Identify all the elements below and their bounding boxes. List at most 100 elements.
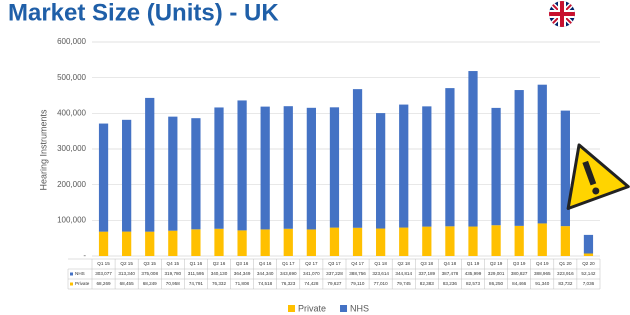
- y-tick-label: 400,000: [57, 108, 86, 117]
- bar-segment: [98, 123, 109, 232]
- y-tick-label: -: [83, 251, 86, 260]
- table-cell: 68,249: [143, 281, 157, 286]
- bar-segment: [237, 100, 247, 231]
- table-cell: 79,110: [351, 281, 365, 286]
- table-cell: 380,827: [511, 271, 528, 276]
- bar-segment: [583, 253, 594, 256]
- bar-segment: [514, 90, 524, 226]
- x-tick-label: Q4 18: [444, 261, 457, 266]
- x-tick-label: Q4 16: [259, 261, 272, 266]
- table-cell: 435,999: [465, 271, 482, 276]
- bar-segment: [329, 227, 340, 256]
- bar-segment: [306, 107, 316, 230]
- bar-segment: [376, 113, 386, 229]
- x-tick-label: Q4 19: [536, 261, 549, 266]
- table-cell: 74,518: [258, 281, 272, 286]
- table-cell: 74,791: [189, 281, 203, 286]
- x-tick-label: Q1 18: [374, 261, 387, 266]
- table-cell: 387,478: [442, 271, 459, 276]
- x-tick-label: Q2 17: [305, 261, 318, 266]
- table-cell: 319,780: [165, 271, 182, 276]
- bar-segment: [537, 223, 547, 256]
- table-cell: 76,332: [212, 281, 226, 286]
- legend-label: NHS: [350, 303, 369, 313]
- bar-segment: [191, 229, 201, 256]
- bar-segment: [422, 226, 432, 256]
- table-cell: 323,916: [557, 271, 574, 276]
- table-cell: 71,808: [235, 281, 249, 286]
- bar-segment: [260, 229, 270, 256]
- bar-segment: [191, 118, 201, 230]
- bar-segment: [145, 97, 155, 232]
- bar-segment: [237, 230, 247, 256]
- x-tick-label: Q4 15: [167, 261, 180, 266]
- table-cell: 77,010: [374, 281, 388, 286]
- y-axis-label: Hearing Instruments: [38, 109, 48, 191]
- table-cell: 375,008: [141, 271, 158, 276]
- table-legend-key: [70, 272, 73, 276]
- x-tick-label: Q1 17: [282, 261, 295, 266]
- bar-segment: [560, 110, 570, 227]
- bar-segment: [214, 107, 224, 229]
- bar-segment: [445, 226, 455, 256]
- x-tick-label: Q3 15: [143, 261, 156, 266]
- x-tick-label: Q3 18: [421, 261, 434, 266]
- table-cell: 74,428: [304, 281, 318, 286]
- warning-icon: [566, 143, 630, 210]
- bar-segment: [168, 230, 178, 256]
- legend-swatch: [288, 305, 295, 312]
- table-cell: 68,269: [97, 281, 111, 286]
- bar-segment: [283, 106, 293, 229]
- table-cell: 364,349: [234, 271, 251, 276]
- table-cell: 323,614: [372, 271, 389, 276]
- bar-segment: [468, 71, 478, 227]
- table-cell: 52,142: [581, 271, 595, 276]
- table-cell: 344,814: [395, 271, 412, 276]
- x-tick-label: Q3 17: [328, 261, 341, 266]
- table-cell: 76,323: [281, 281, 295, 286]
- table-cell: 344,340: [257, 271, 274, 276]
- bar-segment: [491, 225, 501, 256]
- x-tick-label: Q1 16: [190, 261, 203, 266]
- table-cell: 7,036: [583, 281, 595, 286]
- y-tick-label: 300,000: [57, 144, 86, 153]
- x-tick-label: Q1 15: [97, 261, 110, 266]
- y-tick-label: 500,000: [57, 73, 86, 82]
- bar-segment: [468, 226, 478, 256]
- uk-flag: [549, 1, 575, 27]
- table-cell: 82,573: [466, 281, 480, 286]
- bar-segment: [445, 88, 455, 227]
- bar-segment: [98, 231, 109, 256]
- table-cell: 388,756: [349, 271, 366, 276]
- x-tick-label: Q2 20: [582, 261, 595, 266]
- table-cell: 343,690: [280, 271, 297, 276]
- x-tick-label: Q1 19: [467, 261, 480, 266]
- table-cell: 84,466: [512, 281, 526, 286]
- x-tick-label: Q1 20: [559, 261, 572, 266]
- table-cell: 68,455: [120, 281, 134, 286]
- bar-segment: [168, 116, 178, 231]
- bar-segment: [399, 104, 409, 228]
- y-tick-label: 200,000: [57, 180, 86, 189]
- table-cell: 337,228: [326, 271, 343, 276]
- bar-segment: [122, 119, 132, 232]
- table-row-header: Private: [75, 281, 90, 286]
- table-cell: 83,732: [558, 281, 572, 286]
- table-row-header: NHS: [75, 271, 85, 276]
- y-tick-label: 600,000: [57, 37, 86, 46]
- y-tick-label: 100,000: [57, 215, 86, 224]
- table-cell: 83,236: [443, 281, 457, 286]
- bar-segment: [376, 228, 386, 256]
- x-tick-label: Q2 16: [213, 261, 226, 266]
- table-legend-key: [70, 282, 73, 286]
- bar-segment: [306, 229, 316, 256]
- x-tick-label: Q2 19: [490, 261, 503, 266]
- x-tick-label: Q3 16: [236, 261, 249, 266]
- table-cell: 340,130: [211, 271, 228, 276]
- table-cell: 303,077: [95, 271, 112, 276]
- chart-title: Market Size (Units) - UK: [8, 0, 279, 26]
- x-tick-label: Q4 17: [351, 261, 364, 266]
- bar-segment: [491, 107, 501, 226]
- table-cell: 70,958: [166, 281, 180, 286]
